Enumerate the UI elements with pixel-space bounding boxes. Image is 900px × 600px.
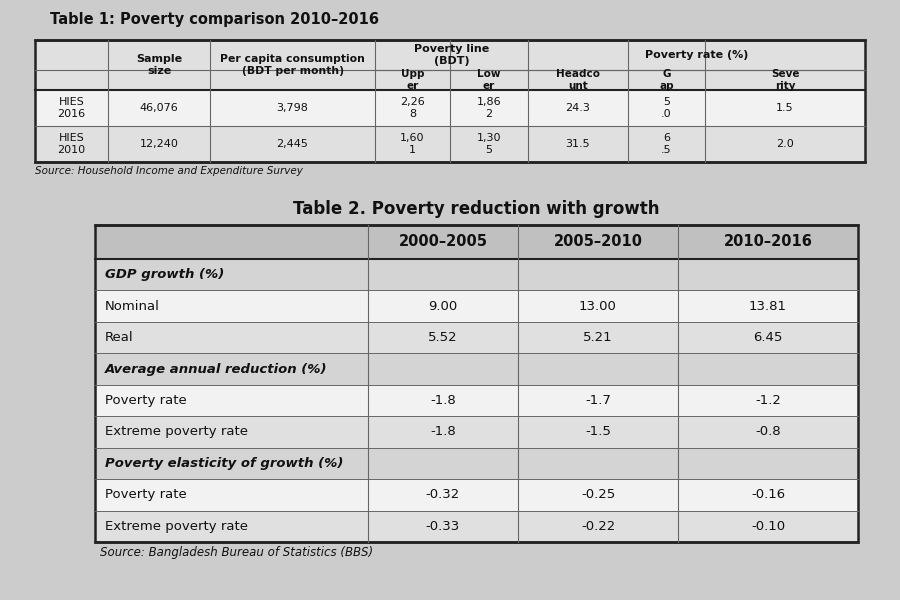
Text: 2005–2010: 2005–2010 — [554, 235, 643, 250]
Text: Poverty rate: Poverty rate — [105, 394, 187, 407]
Bar — [95, 385, 858, 416]
Text: -0.33: -0.33 — [426, 520, 460, 533]
Text: Source: Bangladesh Bureau of Statistics (BBS): Source: Bangladesh Bureau of Statistics … — [100, 546, 374, 559]
Bar — [95, 511, 858, 542]
Text: 31.5: 31.5 — [566, 139, 590, 149]
Text: HIES
2016: HIES 2016 — [58, 97, 86, 119]
Bar — [95, 225, 858, 259]
Text: Nominal: Nominal — [105, 299, 160, 313]
Bar — [95, 353, 858, 385]
Text: 2,26
8: 2,26 8 — [400, 97, 425, 119]
Text: 2000–2005: 2000–2005 — [399, 235, 488, 250]
Text: 2.0: 2.0 — [776, 139, 794, 149]
Text: -0.32: -0.32 — [426, 488, 460, 502]
Text: -0.25: -0.25 — [580, 488, 615, 502]
Text: Table 2. Poverty reduction with growth: Table 2. Poverty reduction with growth — [293, 200, 660, 218]
Bar — [35, 90, 865, 126]
Text: 12,240: 12,240 — [140, 139, 178, 149]
Text: 3,798: 3,798 — [276, 103, 309, 113]
Text: 9.00: 9.00 — [428, 299, 457, 313]
Text: 2,445: 2,445 — [276, 139, 309, 149]
Text: Sample
size: Sample size — [136, 54, 182, 76]
Text: Average annual reduction (%): Average annual reduction (%) — [105, 362, 328, 376]
Text: Poverty rate: Poverty rate — [105, 488, 187, 502]
Text: 1.5: 1.5 — [776, 103, 794, 113]
Text: 6.45: 6.45 — [753, 331, 783, 344]
Bar — [95, 322, 858, 353]
Text: 13.81: 13.81 — [749, 299, 787, 313]
Text: -1.2: -1.2 — [755, 394, 781, 407]
Text: -1.8: -1.8 — [430, 425, 456, 439]
Text: -0.10: -0.10 — [751, 520, 785, 533]
Text: 13.00: 13.00 — [579, 299, 617, 313]
Text: 1,86
2: 1,86 2 — [477, 97, 501, 119]
Text: Low
er: Low er — [477, 69, 500, 91]
Text: -1.5: -1.5 — [585, 425, 611, 439]
Bar — [95, 259, 858, 290]
Text: -0.22: -0.22 — [580, 520, 615, 533]
Text: 5.21: 5.21 — [583, 331, 613, 344]
Text: Source: Household Income and Expenditure Survey: Source: Household Income and Expenditure… — [35, 166, 303, 176]
Bar — [95, 290, 858, 322]
Text: Poverty line
(BDT): Poverty line (BDT) — [414, 44, 489, 66]
Text: -0.16: -0.16 — [751, 488, 785, 502]
Text: G
ap: G ap — [659, 69, 674, 91]
Text: Extreme poverty rate: Extreme poverty rate — [105, 425, 248, 439]
Text: 6
.5: 6 .5 — [662, 133, 671, 155]
Text: Real: Real — [105, 331, 133, 344]
Text: -1.8: -1.8 — [430, 394, 456, 407]
Text: Seve
rity: Seve rity — [770, 69, 799, 91]
Bar — [35, 40, 865, 90]
Bar — [95, 448, 858, 479]
Bar — [35, 40, 865, 162]
Text: 24.3: 24.3 — [565, 103, 590, 113]
Text: Upp
er: Upp er — [400, 69, 424, 91]
Text: Extreme poverty rate: Extreme poverty rate — [105, 520, 248, 533]
Text: Poverty elasticity of growth (%): Poverty elasticity of growth (%) — [105, 457, 344, 470]
Text: 2010–2016: 2010–2016 — [724, 235, 813, 250]
Bar — [95, 416, 858, 448]
Text: 1,60
1: 1,60 1 — [400, 133, 425, 155]
Text: 1,30
5: 1,30 5 — [477, 133, 501, 155]
Text: HIES
2010: HIES 2010 — [58, 133, 86, 155]
Text: -1.7: -1.7 — [585, 394, 611, 407]
Text: -0.8: -0.8 — [755, 425, 781, 439]
Text: Per capita consumption
(BDT per month): Per capita consumption (BDT per month) — [220, 54, 364, 76]
Text: Poverty rate (%): Poverty rate (%) — [644, 50, 748, 60]
Text: GDP growth (%): GDP growth (%) — [105, 268, 224, 281]
Bar — [95, 225, 858, 542]
Text: 46,076: 46,076 — [140, 103, 178, 113]
Bar — [35, 126, 865, 162]
Text: 5.52: 5.52 — [428, 331, 458, 344]
Bar — [95, 479, 858, 511]
Text: Headco
unt: Headco unt — [556, 69, 600, 91]
Text: 5
.0: 5 .0 — [662, 97, 671, 119]
Text: Table 1: Poverty comparison 2010–2016: Table 1: Poverty comparison 2010–2016 — [50, 12, 379, 27]
